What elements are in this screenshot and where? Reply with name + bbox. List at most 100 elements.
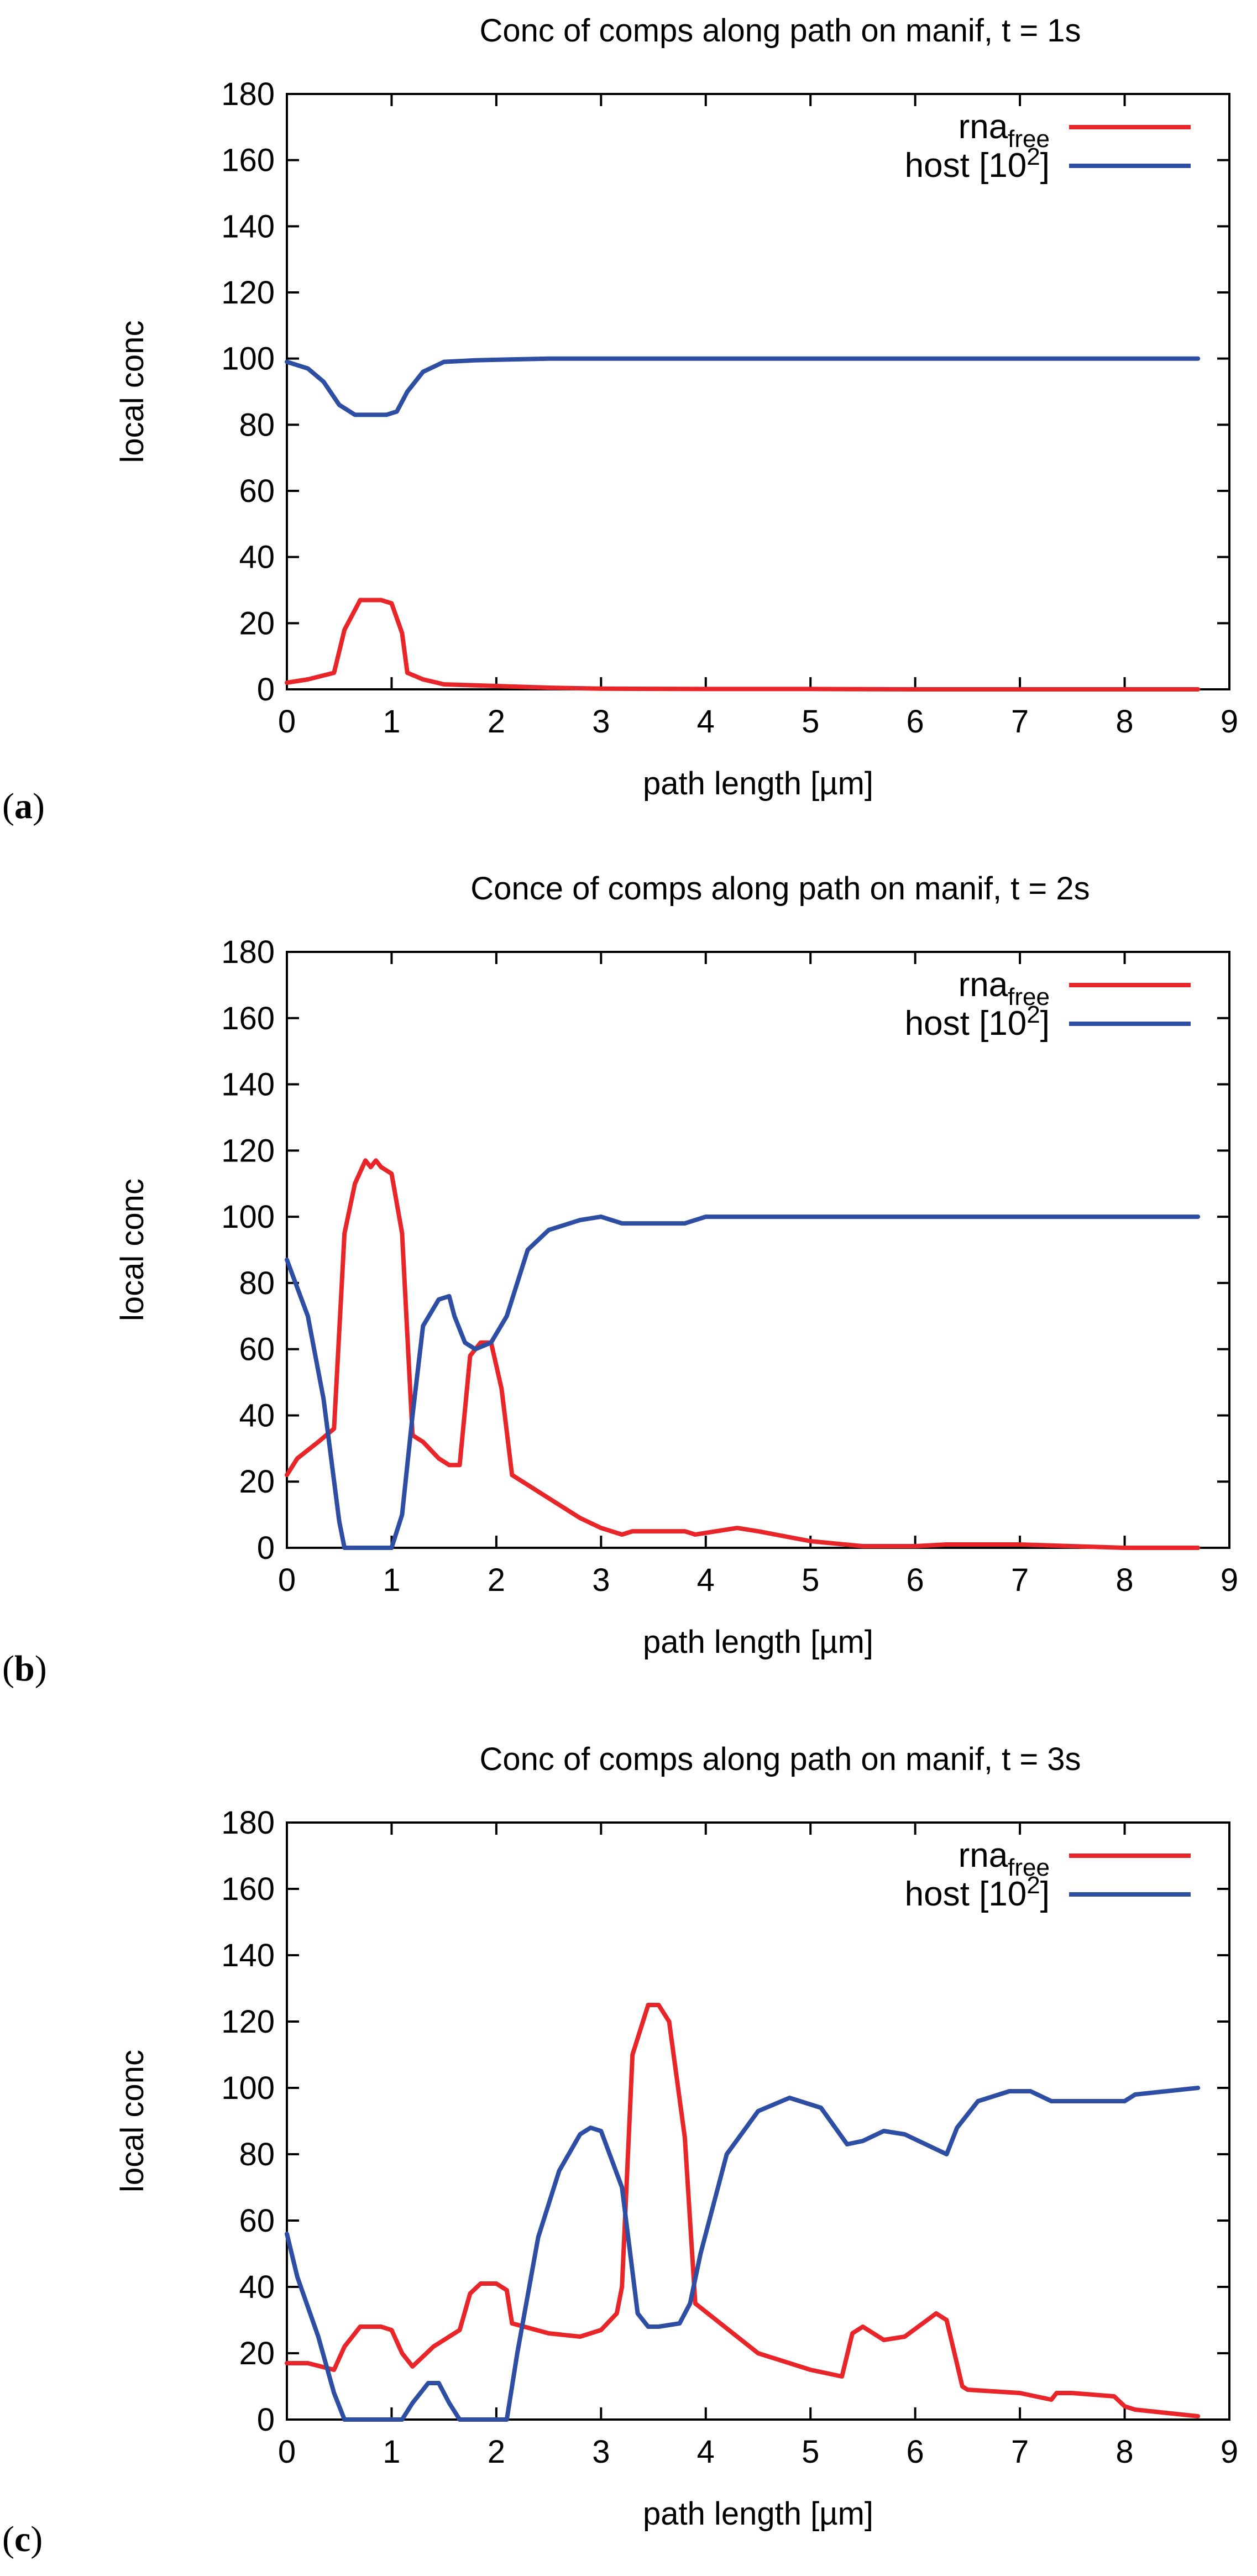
x-tick-label: 1 xyxy=(383,2434,400,2470)
legend-label-superscript: 2 xyxy=(1026,1001,1040,1028)
y-tick-label: 100 xyxy=(221,341,275,377)
chart-title: Conce of comps along path on manif, t = … xyxy=(470,871,1090,907)
panel-label: (b) xyxy=(2,1648,47,1689)
y-tick-label: 60 xyxy=(239,1332,275,1368)
y-tick-label: 0 xyxy=(257,1530,275,1566)
x-axis-label: path length [µm] xyxy=(643,1624,873,1660)
y-tick-label: 120 xyxy=(221,2004,275,2040)
y-tick-label: 140 xyxy=(221,1067,275,1103)
chart-panel-c: Conc of comps along path on manif, t = 3… xyxy=(2,1741,1238,2559)
y-tick-label: 80 xyxy=(239,407,275,443)
x-tick-label: 0 xyxy=(278,1562,296,1598)
y-tick-label: 120 xyxy=(221,275,275,311)
legend-label-suffix: ] xyxy=(1040,1875,1050,1913)
x-tick-label: 8 xyxy=(1115,704,1133,740)
legend-label-host: host [102] xyxy=(905,143,1050,185)
x-tick-label: 4 xyxy=(697,2434,715,2470)
plot-frame xyxy=(286,93,1230,690)
y-tick-label: 120 xyxy=(221,1133,275,1169)
x-tick-label: 4 xyxy=(697,704,715,740)
y-axis-label: local conc xyxy=(114,1179,150,1321)
y-tick-label: 0 xyxy=(257,2402,275,2438)
panel-label-close-paren: ) xyxy=(33,786,45,826)
y-tick-label: 40 xyxy=(239,540,275,575)
legend-label-rna-free: rnafree xyxy=(959,1836,1050,1881)
x-tick-label: 2 xyxy=(488,1562,505,1598)
panel-label-open-paren: ( xyxy=(2,1648,14,1689)
x-tick-label: 0 xyxy=(278,2434,296,2470)
y-tick-label: 20 xyxy=(239,1464,275,1500)
legend-label-rna-free: rnafree xyxy=(959,108,1050,153)
panel-label: (c) xyxy=(2,2519,43,2559)
series-line-rna-free xyxy=(285,1158,1201,1550)
plot-frame xyxy=(286,1821,1230,2421)
x-tick-label: 2 xyxy=(488,2434,505,2470)
x-tick-label: 6 xyxy=(907,2434,924,2470)
x-tick-label: 3 xyxy=(592,704,610,740)
x-tick-label: 7 xyxy=(1011,704,1029,740)
y-tick-label: 140 xyxy=(221,208,275,244)
chart-title: Conc of comps along path on manif, t = 3… xyxy=(479,1741,1081,1777)
legend-label-main: host [10 xyxy=(905,1875,1027,1913)
y-tick-label: 180 xyxy=(221,76,275,112)
panel-label-letter: b xyxy=(14,1648,35,1689)
series-line-host xyxy=(285,1214,1201,1550)
legend-label-main: host [10 xyxy=(905,146,1027,185)
x-tick-label: 1 xyxy=(383,1562,400,1598)
legend-label-main: rna xyxy=(959,1836,1008,1875)
x-tick-label: 6 xyxy=(907,1562,924,1598)
x-tick-label: 5 xyxy=(802,2434,819,2470)
y-tick-label: 180 xyxy=(221,934,275,970)
y-tick-label: 60 xyxy=(239,473,275,509)
y-tick-label: 180 xyxy=(221,1805,275,1841)
x-tick-label: 5 xyxy=(802,704,819,740)
chart-panel-b: Conce of comps along path on manif, t = … xyxy=(2,871,1238,1689)
y-tick-label: 100 xyxy=(221,1199,275,1235)
x-tick-label: 2 xyxy=(488,704,505,740)
y-tick-label: 160 xyxy=(221,1871,275,1907)
x-tick-label: 9 xyxy=(1221,2434,1238,2470)
y-tick-label: 60 xyxy=(239,2203,275,2239)
x-tick-label: 3 xyxy=(592,2434,610,2470)
x-tick-label: 6 xyxy=(907,704,924,740)
legend-label-superscript: 2 xyxy=(1026,1872,1040,1899)
panel-label-close-paren: ) xyxy=(35,1648,47,1689)
legend-label-subscript: free xyxy=(1008,125,1050,153)
panel-label: (a) xyxy=(2,786,45,826)
y-tick-label: 0 xyxy=(257,672,275,708)
plot-frame xyxy=(286,951,1230,1549)
series-line-host xyxy=(285,2086,1201,2422)
series-line-rna-free xyxy=(285,2003,1201,2418)
y-tick-label: 20 xyxy=(239,605,275,641)
series-line-rna-free xyxy=(285,598,1201,692)
legend-label-suffix: ] xyxy=(1040,1004,1050,1043)
x-tick-label: 5 xyxy=(802,1562,819,1598)
x-tick-label: 8 xyxy=(1115,1562,1133,1598)
x-axis-label: path length [µm] xyxy=(643,766,873,802)
y-axis-label: local conc xyxy=(114,321,150,463)
x-tick-label: 7 xyxy=(1011,2434,1029,2470)
x-tick-label: 7 xyxy=(1011,1562,1029,1598)
y-tick-label: 80 xyxy=(239,2137,275,2172)
x-tick-label: 3 xyxy=(592,1562,610,1598)
x-tick-label: 0 xyxy=(278,704,296,740)
legend-label-host: host [102] xyxy=(905,1001,1050,1043)
y-tick-label: 40 xyxy=(239,1397,275,1433)
y-tick-label: 100 xyxy=(221,2070,275,2106)
panel-label-open-paren: ( xyxy=(2,786,14,826)
x-tick-label: 1 xyxy=(383,704,400,740)
y-tick-label: 140 xyxy=(221,1938,275,1973)
chart-title: Conc of comps along path on manif, t = 1… xyxy=(479,13,1081,49)
series-line-host xyxy=(285,356,1201,417)
x-axis-label: path length [µm] xyxy=(643,2496,873,2532)
y-tick-label: 40 xyxy=(239,2269,275,2305)
legend-label-subscript: free xyxy=(1008,983,1050,1010)
panel-label-close-paren: ) xyxy=(30,2519,43,2559)
x-tick-label: 9 xyxy=(1221,704,1238,740)
y-tick-label: 20 xyxy=(239,2336,275,2371)
y-axis-label: local conc xyxy=(114,2050,150,2192)
panel-label-letter: a xyxy=(14,786,33,826)
legend-label-subscript: free xyxy=(1008,1854,1050,1881)
legend-label-host: host [102] xyxy=(905,1872,1050,1913)
